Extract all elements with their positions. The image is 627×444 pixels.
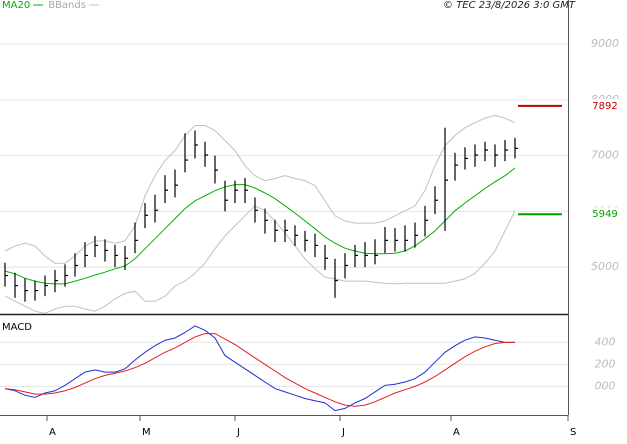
x-tick-label: A [453,427,460,438]
macd-line [4,325,515,412]
y-tick-label: 200 [595,357,616,370]
legend-label: BBands [48,0,86,11]
y-tick-label: 9000 [591,37,619,50]
x-tick-label: M [142,427,151,438]
level-label-bg [588,207,624,222]
x-tick-label: A [49,427,56,438]
level-label: 7892 [592,101,617,112]
y-tick-label: 7000 [591,149,619,162]
y-tick-label: 5000 [591,260,619,273]
x-tick-label: S [570,427,576,438]
y-tick-label: 000 [595,379,616,392]
macd-line [4,333,515,407]
band-lower [4,205,516,314]
band-upper [4,114,516,264]
ma-line [4,167,516,285]
legend-label: MA20 [2,0,30,11]
x-tick-label: J [341,427,345,438]
level-label: 5949 [592,209,617,220]
level-label-bg [588,98,624,113]
y-tick-label: 400 [595,335,616,348]
x-tick-label: J [236,427,240,438]
macd-title: MACD [2,322,32,333]
source: © TEC 23/8/2026 3:0 GMT [443,0,576,11]
